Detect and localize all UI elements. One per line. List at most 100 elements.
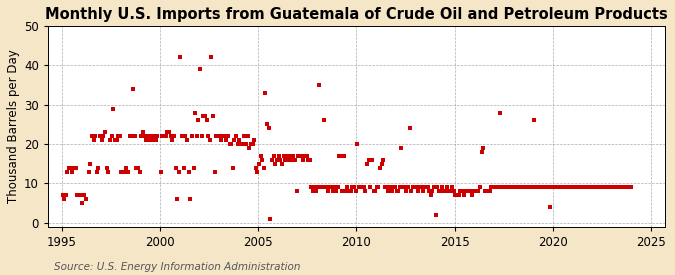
Point	[292, 189, 302, 194]
Point	[308, 189, 319, 194]
Point	[365, 185, 376, 189]
Point	[370, 189, 381, 194]
Point	[594, 185, 605, 189]
Point	[257, 158, 268, 162]
Point	[414, 185, 425, 189]
Point	[231, 134, 242, 138]
Point	[273, 154, 284, 158]
Point	[586, 185, 597, 189]
Point	[440, 189, 451, 194]
Point	[400, 185, 410, 189]
Point	[425, 193, 436, 197]
Point	[525, 185, 536, 189]
Point	[225, 142, 236, 146]
Point	[304, 158, 315, 162]
Point	[468, 189, 479, 194]
Point	[380, 185, 391, 189]
Point	[597, 185, 608, 189]
Point	[429, 185, 439, 189]
Point	[512, 185, 523, 189]
Point	[98, 134, 109, 138]
Point	[404, 126, 415, 131]
Point	[296, 154, 307, 158]
Point	[479, 189, 490, 194]
Point	[387, 185, 398, 189]
Point	[486, 185, 497, 189]
Point	[571, 185, 582, 189]
Point	[132, 166, 143, 170]
Point	[530, 185, 541, 189]
Point	[609, 185, 620, 189]
Point	[198, 114, 209, 119]
Point	[283, 158, 294, 162]
Point	[551, 185, 562, 189]
Point	[339, 154, 350, 158]
Point	[290, 158, 300, 162]
Point	[59, 197, 70, 201]
Point	[360, 189, 371, 194]
Point	[277, 161, 288, 166]
Point	[115, 134, 126, 138]
Point	[232, 142, 243, 146]
Point	[488, 185, 499, 189]
Point	[417, 189, 428, 194]
Point	[435, 189, 446, 194]
Point	[344, 189, 354, 194]
Point	[281, 154, 292, 158]
Point	[171, 197, 182, 201]
Point	[177, 134, 188, 138]
Point	[427, 189, 438, 194]
Point	[128, 87, 138, 91]
Point	[270, 161, 281, 166]
Point	[610, 185, 621, 189]
Point	[617, 185, 628, 189]
Point	[412, 189, 423, 194]
Point	[74, 193, 84, 197]
Point	[520, 185, 531, 189]
Point	[236, 142, 246, 146]
Point	[124, 134, 135, 138]
Point	[547, 185, 558, 189]
Point	[221, 138, 232, 142]
Point	[496, 185, 507, 189]
Point	[72, 193, 82, 197]
Point	[227, 166, 238, 170]
Point	[499, 185, 510, 189]
Point	[548, 185, 559, 189]
Point	[136, 134, 146, 138]
Point	[508, 185, 518, 189]
Point	[137, 130, 148, 134]
Point	[478, 146, 489, 150]
Point	[625, 185, 636, 189]
Point	[556, 185, 567, 189]
Point	[306, 185, 317, 189]
Point	[524, 185, 535, 189]
Point	[234, 138, 245, 142]
Point	[608, 185, 618, 189]
Point	[514, 185, 524, 189]
Point	[211, 134, 222, 138]
Point	[278, 154, 289, 158]
Point	[69, 166, 80, 170]
Point	[466, 193, 477, 197]
Point	[483, 189, 493, 194]
Point	[448, 189, 459, 194]
Point	[329, 185, 340, 189]
Point	[340, 189, 351, 194]
Point	[229, 138, 240, 142]
Point	[398, 185, 408, 189]
Point	[377, 161, 387, 166]
Point	[203, 134, 214, 138]
Point	[378, 158, 389, 162]
Point	[126, 134, 137, 138]
Point	[510, 185, 521, 189]
Point	[65, 166, 76, 170]
Point	[406, 189, 416, 194]
Text: Source: U.S. Energy Information Administration: Source: U.S. Energy Information Administ…	[54, 262, 300, 272]
Point	[61, 193, 72, 197]
Point	[489, 185, 500, 189]
Point	[456, 189, 467, 194]
Point	[450, 193, 461, 197]
Point	[550, 185, 561, 189]
Point	[363, 158, 374, 162]
